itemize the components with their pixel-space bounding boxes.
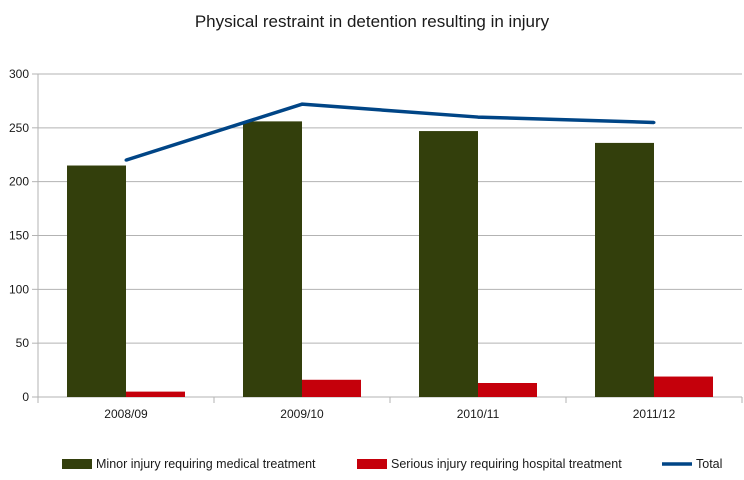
y-tick-label: 200 [9,175,29,189]
y-tick-label: 150 [9,229,29,243]
y-tick-label: 300 [9,67,29,81]
total-line-point [124,158,128,162]
legend-label: Total [696,457,722,471]
legend-swatch [62,459,92,469]
x-tick-label: 2009/10 [280,407,324,421]
y-tick-label: 100 [9,282,29,296]
y-tick-label: 50 [16,336,30,350]
total-line-point [300,102,304,106]
legend-swatch [357,459,387,469]
x-tick-label: 2010/11 [457,407,500,421]
x-tick-label: 2008/09 [104,407,148,421]
bar-minor-injury [67,165,126,397]
bar-minor-injury [419,131,478,397]
total-line-point [476,115,480,119]
bar-serious-injury [126,391,185,397]
bar-serious-injury [478,383,537,397]
total-line-point [652,120,656,124]
y-tick-label: 250 [9,121,29,135]
chart-title: Physical restraint in detention resultin… [195,12,550,31]
bar-minor-injury [595,142,654,397]
bar-serious-injury [302,379,361,397]
y-tick-label: 0 [22,390,29,404]
bar-serious-injury [654,376,713,397]
total-line [125,102,655,162]
x-tick-label: 2011/12 [633,407,676,421]
legend-label: Minor injury requiring medical treatment [96,457,316,471]
legend-label: Serious injury requiring hospital treatm… [391,457,622,471]
bar-minor-injury [243,121,302,397]
